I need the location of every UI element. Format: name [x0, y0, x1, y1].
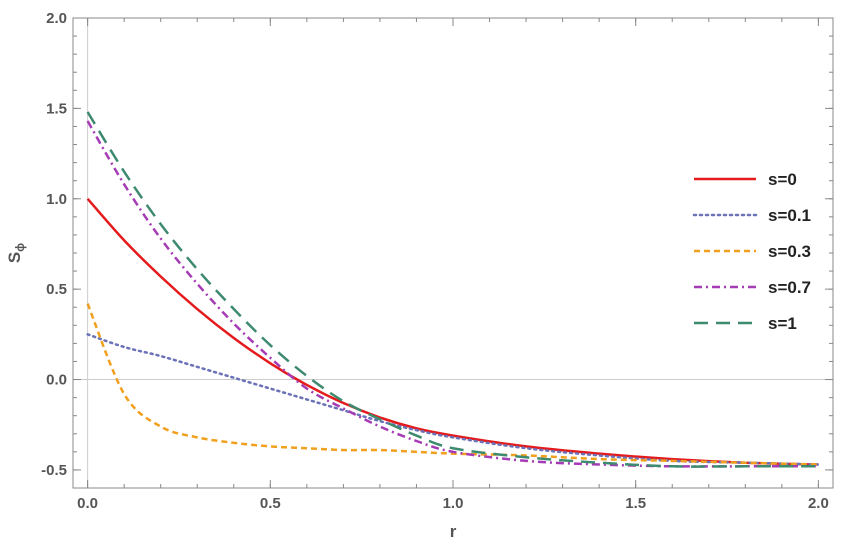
x-axis-title: r: [450, 522, 457, 541]
x-tick-label: 1.0: [443, 495, 464, 512]
y-tick-label: 0.5: [46, 281, 67, 298]
legend-label-2: s=0.3: [768, 242, 811, 261]
series-line-4: [86, 111, 819, 468]
axis-ticks: [73, 17, 833, 489]
legend-label-1: s=0.1: [768, 206, 811, 225]
x-tick-label: 2.0: [808, 495, 829, 512]
plot-area: [72, 17, 834, 489]
y-tick-label: -0.5: [41, 462, 67, 479]
tick-labels: 0.0 0.5 1.0 1.5 2.0 -0.5 0.0 0.5 1.0 1.5 2.0: [41, 10, 829, 512]
y-tick-label: 1.5: [46, 100, 67, 117]
legend: s=0 s=0.1 s=0.3 s=0.7 s=1: [692, 170, 811, 333]
series-line-1: [86, 333, 820, 466]
x-tick-label: 0.0: [77, 495, 98, 512]
series-lines: [86, 111, 820, 468]
y-tick-label: 1.0: [46, 191, 67, 208]
series-line-2: [86, 303, 819, 466]
legend-label-3: s=0.7: [768, 278, 811, 297]
series-line-3: [86, 120, 819, 468]
legend-label-4: s=1: [768, 314, 797, 333]
x-tick-label: 0.5: [260, 495, 281, 512]
x-tick-label: 1.5: [625, 495, 646, 512]
legend-label-0: s=0: [768, 170, 797, 189]
y-tick-label: 2.0: [46, 10, 67, 27]
y-axis-title-main: S: [5, 252, 24, 263]
y-tick-label: 0.0: [46, 372, 67, 389]
y-axis-title: Sϕ: [5, 243, 27, 263]
y-axis-title-subscript: ϕ: [13, 243, 27, 252]
